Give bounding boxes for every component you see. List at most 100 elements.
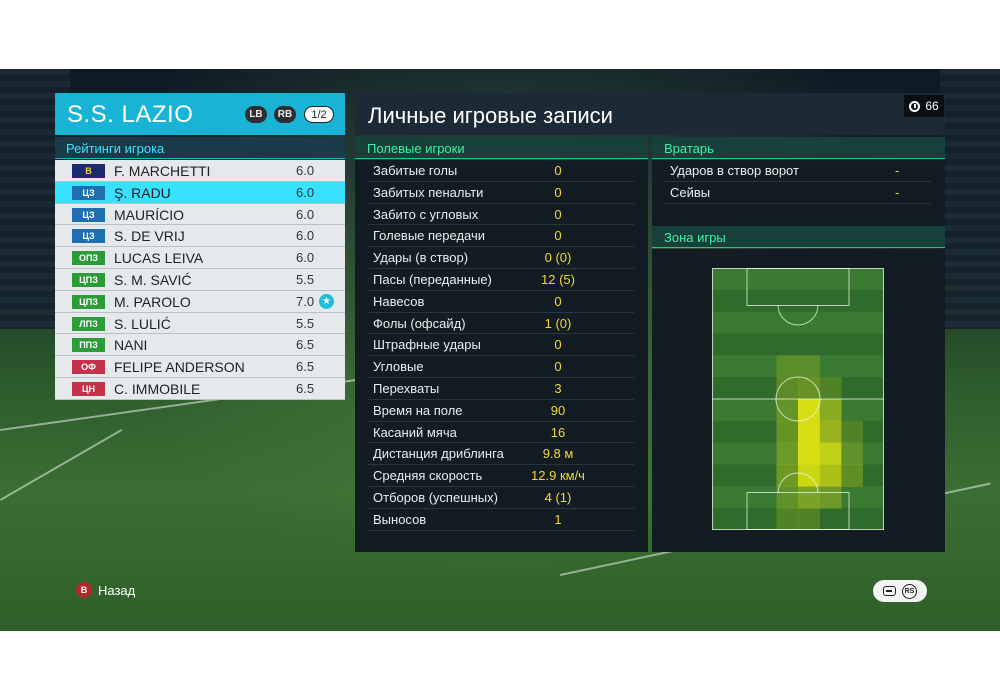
pitch-stripe [712, 311, 884, 334]
match-timer: 66 [904, 95, 944, 117]
player-row[interactable]: ЛПЗ S. LULIĆ 5.5 [55, 312, 345, 335]
ratings-header: Рейтинги игрока [55, 137, 345, 159]
player-rating: 6.0 [296, 228, 315, 244]
position-badge: ЛПЗ [72, 316, 105, 331]
back-label: Назад [98, 582, 136, 598]
player-rating: 6.0 [296, 250, 315, 266]
heat-cell [776, 355, 799, 378]
stat-row: Фолы (офсайд) 1 (0) [368, 313, 634, 335]
player-row[interactable]: ЦН C. IMMOBILE 6.5 [55, 377, 345, 400]
field-players-title: Полевые игроки [367, 141, 465, 156]
heat-cell [798, 420, 820, 444]
position-badge: ЦПЗ [72, 272, 105, 287]
player-name: FELIPE ANDERSON [114, 359, 245, 376]
stat-value: 0 (0) [544, 250, 572, 266]
gk-stat-row: Сейвы - [665, 182, 931, 204]
stat-value: 0 [554, 337, 562, 353]
goalkeeper-title: Вратарь [664, 141, 714, 156]
gk-stat-value: - [895, 163, 900, 178]
timer-value: 66 [925, 99, 939, 113]
stat-label: Пасы (переданные) [373, 272, 492, 287]
stat-value: 4 (1) [544, 490, 572, 505]
player-row[interactable]: ЦЗ Ş. RADU 6.0 [55, 181, 345, 204]
lb-button[interactable]: LB [245, 106, 267, 123]
main-title-bar: Личные игровые записи [355, 93, 945, 135]
stat-value: 90 [550, 402, 566, 418]
field-players-header: Полевые игроки [355, 137, 648, 159]
player-row[interactable]: ЦПЗ M. PAROLO 7.0 ★ [55, 290, 345, 313]
stat-label: Отборов (успешных) [373, 490, 498, 505]
stat-row: Выносов 1 [368, 509, 634, 531]
bottom-penalty-box [746, 492, 850, 530]
player-row[interactable]: ЦПЗ S. M. SAVIĆ 5.5 [55, 268, 345, 291]
stat-value: 1 (0) [544, 315, 572, 331]
player-name: LUCAS LEIVA [114, 250, 204, 267]
page-title: Личные игровые записи [368, 103, 613, 128]
stat-row: Средняя скорость 12.9 км/ч [368, 465, 634, 487]
player-name: Ş. RADU [114, 184, 171, 201]
back-control[interactable]: B Назад [76, 582, 135, 598]
pitch-stripe [712, 333, 884, 356]
stat-row: Забитые голы 0 [368, 160, 634, 182]
heatmap [712, 268, 884, 530]
position-badge: ЦЗ [72, 229, 105, 244]
stat-row: Забитых пенальти 0 [368, 182, 634, 204]
player-name: MAURÍCIO [114, 206, 184, 223]
player-rating: 7.0 [296, 293, 315, 309]
stat-row: Угловые 0 [368, 356, 634, 378]
stat-label: Средняя скорость [373, 468, 483, 484]
player-name: S. DE VRIJ [114, 228, 185, 245]
stat-row: Забито с угловых 0 [368, 204, 634, 226]
stat-value: 1 [554, 511, 562, 527]
heat-cell [798, 377, 820, 400]
stat-label: Перехваты [373, 381, 440, 396]
team-header: S.S. LAZIO LB RB 1/2 [55, 93, 345, 135]
heat-cell [798, 355, 820, 378]
star-icon: ★ [319, 293, 334, 309]
stat-label: Навесов [373, 293, 425, 309]
rs-button-icon: RS [902, 583, 917, 599]
stat-label: Забито с угловых [373, 206, 479, 222]
page-indicator: 1/2 [304, 106, 334, 123]
player-name: S. M. SAVIĆ [114, 271, 192, 288]
player-name: S. LULIĆ [114, 315, 171, 332]
player-row[interactable]: ОФ FELIPE ANDERSON 6.5 [55, 356, 345, 378]
heat-cell [819, 442, 842, 465]
heat-cell [798, 486, 820, 509]
stat-label: Время на поле [373, 402, 463, 418]
player-name: M. PAROLO [114, 293, 191, 310]
stat-row: Голевые передачи 0 [368, 225, 634, 248]
stat-value: 0 [554, 293, 562, 309]
heat-cell [841, 442, 863, 465]
player-rating: 5.5 [296, 315, 315, 331]
top-penalty-box [746, 268, 850, 306]
heat-cell [819, 420, 842, 444]
ratings-title: Рейтинги игрока [66, 141, 165, 156]
player-row[interactable]: ППЗ NANI 6.5 [55, 334, 345, 357]
player-rating: 5.5 [296, 271, 315, 287]
stat-value: 0 [554, 228, 562, 244]
heat-cell [819, 399, 842, 422]
rb-button[interactable]: RB [274, 106, 296, 123]
position-badge: ЦН [72, 381, 105, 396]
gk-stat-label: Сейвы [670, 184, 711, 200]
team-name: S.S. LAZIO [67, 101, 194, 128]
chat-control[interactable]: RS [873, 580, 927, 602]
stat-label: Выносов [373, 511, 427, 527]
zone-title: Зона игры [664, 230, 726, 245]
stat-label: Фолы (офсайд) [373, 315, 466, 331]
player-row[interactable]: В F. MARCHETTI 6.0 [55, 160, 345, 182]
stat-value: 0 [554, 163, 562, 178]
stat-value: 9.8 м [542, 446, 574, 462]
stat-row: Перехваты 3 [368, 378, 634, 400]
player-row[interactable]: ОПЗ LUCAS LEIVA 6.0 [55, 247, 345, 269]
stat-label: Забитых пенальти [373, 184, 484, 200]
player-row[interactable]: ЦЗ S. DE VRIJ 6.0 [55, 225, 345, 248]
b-button-icon: B [76, 582, 92, 598]
heat-cell [776, 486, 799, 509]
heat-cell [819, 486, 842, 509]
player-name: F. MARCHETTI [114, 163, 211, 179]
position-badge: ЦЗ [72, 185, 105, 200]
heat-cell [776, 508, 799, 530]
player-row[interactable]: ЦЗ MAURÍCIO 6.0 [55, 203, 345, 226]
